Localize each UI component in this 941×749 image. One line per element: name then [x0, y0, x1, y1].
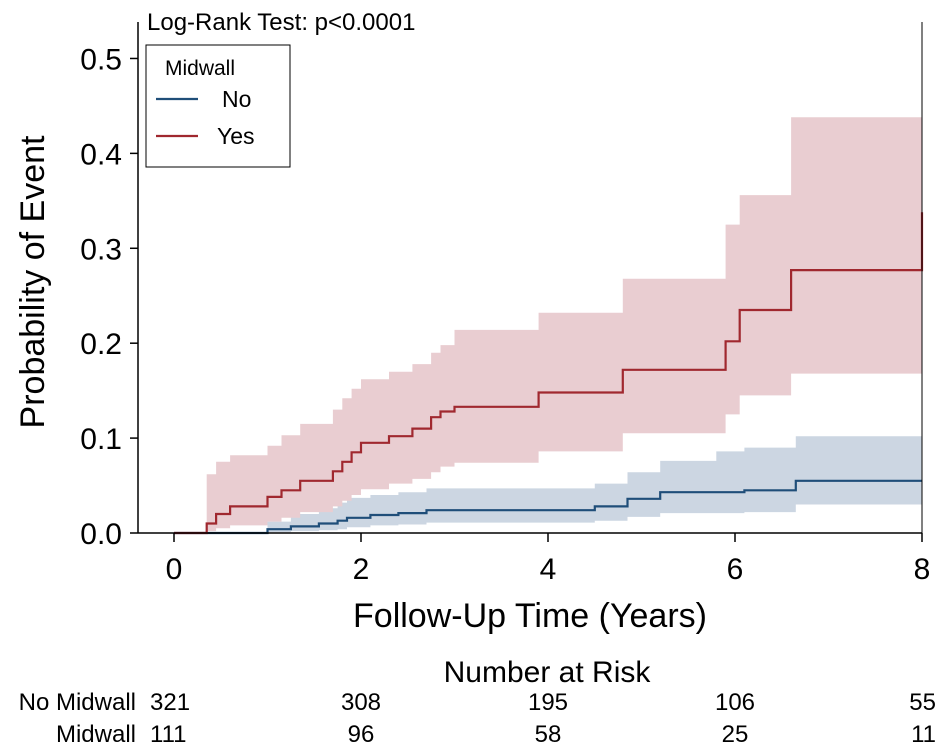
log-rank-annotation: Log-Rank Test: p<0.0001: [147, 9, 415, 36]
risk-table-title: Number at Risk: [444, 656, 652, 689]
y-tick-label: 0.5: [80, 43, 122, 76]
risk-cell: 308: [341, 689, 381, 716]
risk-cell: 96: [348, 721, 375, 748]
risk-cell: 58: [535, 721, 562, 748]
legend-label-yes: Yes: [217, 123, 255, 149]
risk-cell: 321: [150, 689, 190, 716]
x-tick-label: 0: [166, 553, 183, 586]
y-ticks: 0.0 0.1 0.2 0.3 0.4 0.5: [80, 43, 138, 551]
risk-cell: 11: [911, 721, 936, 748]
risk-table: No Midwall 321 308 195 106 55 Midwall 111 96 58 25…: [19, 689, 936, 748]
risk-cell: 106: [715, 689, 755, 716]
y-tick-label: 0.1: [80, 423, 122, 456]
y-tick-label: 0.2: [80, 328, 122, 361]
risk-cell: 55: [909, 689, 936, 716]
survival-curves: [174, 212, 924, 535]
x-ticks: 0 2 4 6 8: [166, 533, 931, 586]
risk-cell: 111: [150, 721, 186, 748]
risk-cell: 195: [528, 689, 568, 716]
x-tick-label: 2: [353, 553, 370, 586]
y-tick-label: 0.0: [80, 518, 122, 551]
curve-no: [174, 479, 922, 535]
confidence-bands: [174, 117, 922, 534]
legend: Midwall No Yes: [145, 44, 291, 168]
x-tick-label: 6: [727, 553, 744, 586]
risk-cell: 25: [722, 721, 749, 748]
x-axis-label: Follow-Up Time (Years): [353, 597, 707, 635]
x-tick-label: 8: [914, 553, 931, 586]
risk-row-label: Midwall: [56, 721, 136, 748]
y-tick-label: 0.4: [80, 138, 122, 171]
ci-band-no: [174, 436, 922, 533]
x-tick-label: 4: [540, 553, 557, 586]
curve-yes: [174, 212, 924, 535]
legend-box: [145, 44, 291, 168]
y-axis-label: Probability of Event: [14, 135, 52, 428]
ci-band-yes: [174, 117, 922, 534]
y-tick-label: 0.3: [80, 233, 122, 266]
legend-label-no: No: [222, 86, 251, 112]
legend-title: Midwall: [165, 57, 235, 80]
risk-row-label: No Midwall: [19, 689, 136, 716]
